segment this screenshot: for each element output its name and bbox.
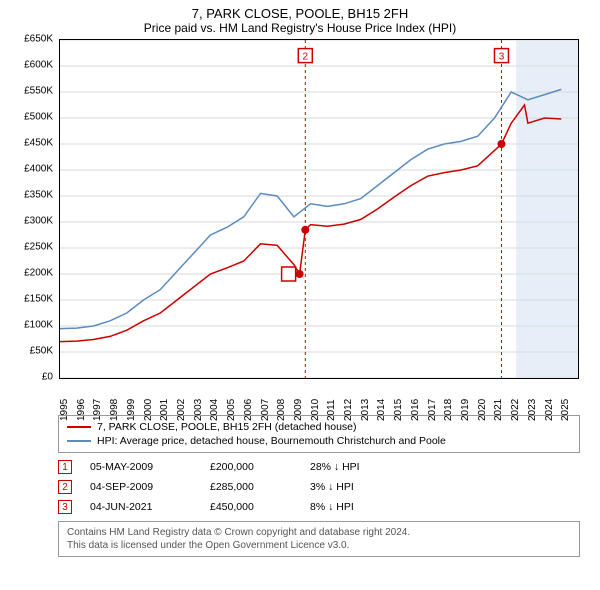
x-tick-label: 2025 — [560, 399, 571, 421]
marker-badge: 1 — [58, 460, 72, 474]
y-tick-label: £200K — [15, 268, 53, 279]
plot-area: 23 — [59, 39, 579, 379]
x-tick-label: 2005 — [226, 399, 237, 421]
x-tick-label: 2012 — [343, 399, 354, 421]
chart-subtitle: Price paid vs. HM Land Registry's House … — [0, 21, 600, 39]
marker-badge: 2 — [58, 480, 72, 494]
y-tick-label: £100K — [15, 320, 53, 331]
footer-line: Contains HM Land Registry data © Crown c… — [67, 526, 571, 539]
legend-item: 7, PARK CLOSE, POOLE, BH15 2FH (detached… — [67, 420, 571, 434]
svg-text:3: 3 — [499, 52, 505, 63]
legend-swatch — [67, 440, 91, 442]
marker-price: £450,000 — [210, 501, 310, 513]
y-tick-label: £400K — [15, 164, 53, 175]
x-tick-label: 2008 — [276, 399, 287, 421]
x-tick-label: 2000 — [143, 399, 154, 421]
y-tick-label: £500K — [15, 112, 53, 123]
marker-pct: 3% ↓ HPI — [310, 481, 430, 493]
y-tick-label: £600K — [15, 60, 53, 71]
marker-price: £200,000 — [210, 461, 310, 473]
x-tick-label: 1997 — [92, 399, 103, 421]
legend-label: 7, PARK CLOSE, POOLE, BH15 2FH (detached… — [97, 421, 357, 433]
x-tick-label: 1995 — [59, 399, 70, 421]
x-tick-label: 2024 — [544, 399, 555, 421]
x-tick-label: 2002 — [176, 399, 187, 421]
legend-item: HPI: Average price, detached house, Bour… — [67, 434, 571, 448]
x-tick-label: 2015 — [393, 399, 404, 421]
marker-date: 04-JUN-2021 — [90, 501, 210, 513]
x-tick-label: 2018 — [443, 399, 454, 421]
marker-row: 3 04-JUN-2021 £450,000 8% ↓ HPI — [58, 497, 580, 517]
x-tick-label: 2014 — [376, 399, 387, 421]
chart-area: £0 £50K £100K £150K £200K £250K £300K £350K £400… — [15, 39, 585, 409]
footer-line: This data is licensed under the Open Gov… — [67, 539, 571, 552]
x-tick-label: 2011 — [326, 399, 337, 421]
marker-date: 05-MAY-2009 — [90, 461, 210, 473]
x-tick-label: 2003 — [193, 399, 204, 421]
y-tick-label: £50K — [15, 346, 53, 357]
x-tick-label: 2023 — [527, 399, 538, 421]
x-tick-label: 2016 — [410, 399, 421, 421]
svg-text:2: 2 — [303, 52, 309, 63]
legend-label: HPI: Average price, detached house, Bour… — [97, 435, 446, 447]
y-tick-label: £350K — [15, 190, 53, 201]
y-tick-label: £250K — [15, 242, 53, 253]
marker-row: 2 04-SEP-2009 £285,000 3% ↓ HPI — [58, 477, 580, 497]
page-container: 7, PARK CLOSE, POOLE, BH15 2FH Price pai… — [0, 0, 600, 590]
x-tick-label: 2007 — [260, 399, 271, 421]
y-tick-label: £450K — [15, 138, 53, 149]
x-tick-label: 2009 — [293, 399, 304, 421]
x-tick-label: 2013 — [360, 399, 371, 421]
legend-swatch — [67, 426, 91, 428]
marker-table: 1 05-MAY-2009 £200,000 28% ↓ HPI 2 04-SE… — [58, 457, 580, 517]
marker-pct: 8% ↓ HPI — [310, 501, 430, 513]
y-tick-label: £550K — [15, 86, 53, 97]
y-tick-label: £650K — [15, 34, 53, 45]
x-tick-label: 2006 — [243, 399, 254, 421]
chart-title: 7, PARK CLOSE, POOLE, BH15 2FH — [0, 0, 600, 21]
marker-date: 04-SEP-2009 — [90, 481, 210, 493]
x-tick-label: 2021 — [493, 399, 504, 421]
x-tick-label: 1999 — [126, 399, 137, 421]
x-tick-label: 1996 — [76, 399, 87, 421]
x-tick-label: 1998 — [109, 399, 120, 421]
x-axis: 1995199619971998199920002001200220032004… — [59, 381, 579, 409]
y-axis: £0£50K£100K£150K£200K£250K£300K£350K£400… — [15, 39, 55, 379]
y-tick-label: £150K — [15, 294, 53, 305]
x-tick-label: 2001 — [159, 399, 170, 421]
marker-pct: 28% ↓ HPI — [310, 461, 430, 473]
marker-badge: 3 — [58, 500, 72, 514]
x-tick-label: 2004 — [209, 399, 220, 421]
footer-attribution: Contains HM Land Registry data © Crown c… — [58, 521, 580, 557]
x-tick-label: 2017 — [427, 399, 438, 421]
x-tick-label: 2010 — [310, 399, 321, 421]
x-tick-label: 2022 — [510, 399, 521, 421]
x-tick-label: 2020 — [477, 399, 488, 421]
y-tick-label: £300K — [15, 216, 53, 227]
marker-price: £285,000 — [210, 481, 310, 493]
marker-row: 1 05-MAY-2009 £200,000 28% ↓ HPI — [58, 457, 580, 477]
y-tick-label: £0 — [15, 372, 53, 383]
x-tick-label: 2019 — [460, 399, 471, 421]
